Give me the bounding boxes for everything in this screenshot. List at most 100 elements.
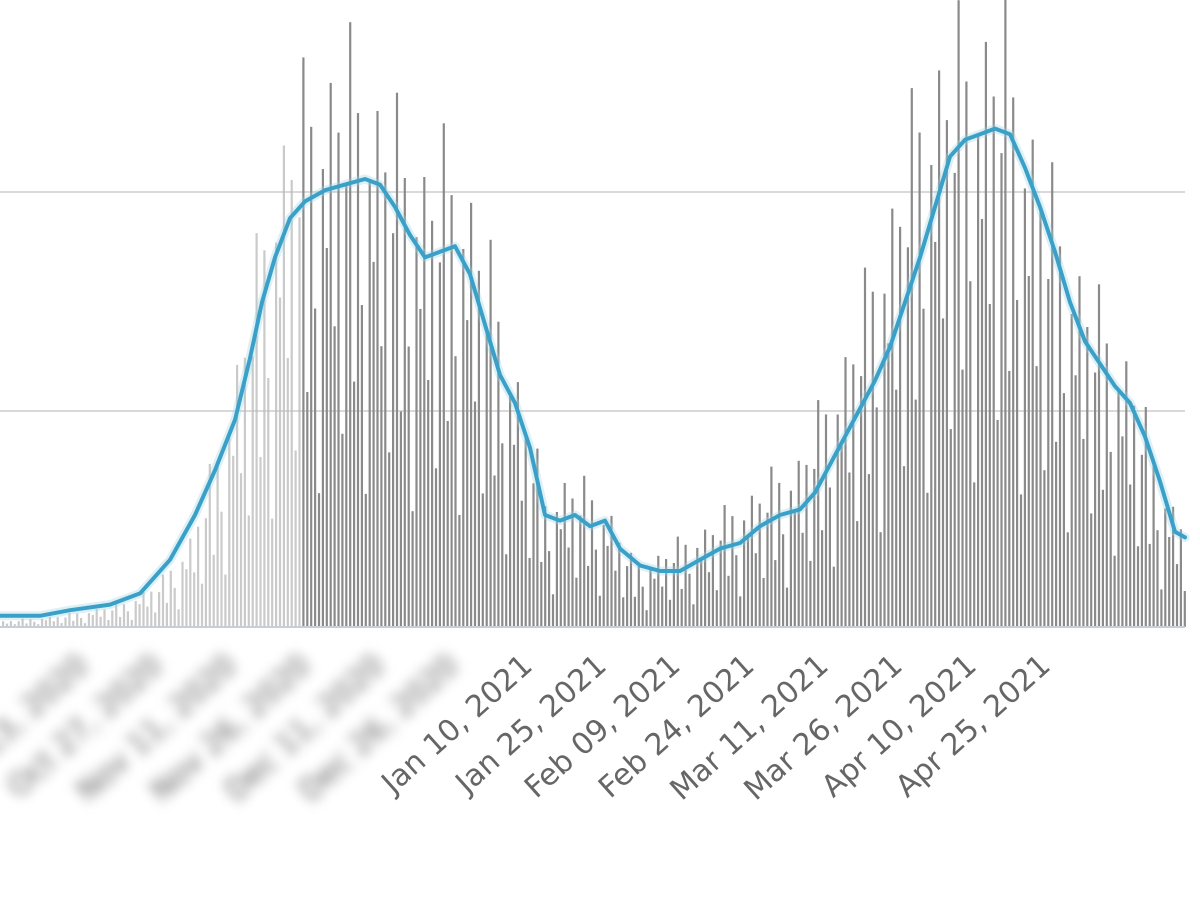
bar-67	[263, 250, 266, 628]
bar-231	[902, 466, 906, 627]
bar-157	[614, 570, 617, 627]
bar-163	[637, 563, 640, 627]
bar-205	[801, 532, 804, 627]
bar-214	[836, 414, 839, 627]
bar-238	[930, 165, 933, 627]
bar-69	[271, 518, 274, 627]
bar-110	[431, 220, 434, 628]
bar-58	[228, 433, 231, 627]
bar-125	[489, 239, 492, 628]
bar-52	[204, 518, 207, 627]
bar-29	[115, 603, 118, 627]
moving-average-line	[0, 126, 1187, 618]
bar-215	[840, 445, 843, 627]
bar-4	[17, 621, 20, 627]
bar-258	[1008, 370, 1011, 627]
bar-139	[544, 506, 547, 627]
daily-bars	[2, 0, 1186, 628]
bar-244	[953, 172, 956, 627]
bar-42	[165, 602, 168, 627]
bar-87	[341, 433, 344, 627]
bar-79	[310, 126, 313, 628]
bar-0	[2, 621, 5, 627]
bar-273	[1066, 532, 1069, 627]
bar-226	[883, 293, 886, 627]
bar-280	[1094, 372, 1097, 627]
bar-269	[1051, 162, 1054, 627]
bar-68	[267, 378, 270, 627]
bar-225	[879, 532, 882, 627]
bar-153	[598, 595, 601, 627]
bar-147	[575, 577, 578, 627]
bar-180	[704, 529, 707, 627]
bar-224	[875, 407, 878, 627]
bar-2	[9, 621, 12, 627]
bar-99	[388, 452, 391, 627]
bar-248	[969, 281, 972, 627]
bar-94	[368, 179, 371, 627]
bar-93	[364, 493, 367, 627]
bar-268	[1047, 279, 1050, 627]
bar-199	[778, 482, 781, 627]
bar-245	[957, 0, 960, 627]
bar-212	[828, 487, 831, 627]
bar-118	[462, 249, 465, 627]
bar-261	[1019, 494, 1023, 627]
bar-191	[746, 537, 750, 627]
bar-293	[1144, 407, 1147, 627]
bar-206	[805, 464, 808, 627]
bar-235	[918, 132, 921, 627]
bar-233	[910, 88, 913, 628]
bar-202	[789, 490, 792, 627]
bar-303	[1183, 591, 1186, 627]
bar-208	[813, 468, 816, 627]
bar-36	[142, 592, 145, 627]
bar-54	[212, 554, 215, 627]
bar-179	[700, 560, 703, 627]
bar-156	[610, 515, 613, 627]
bar-154	[602, 524, 605, 627]
bar-72	[282, 145, 285, 627]
bar-71	[278, 297, 282, 627]
bar-62	[243, 357, 246, 627]
bar-103	[403, 178, 406, 627]
bar-222	[867, 474, 870, 627]
bar-168	[657, 555, 660, 627]
bar-92	[360, 305, 363, 627]
bar-146	[571, 498, 574, 627]
bar-30	[119, 617, 122, 627]
bar-55	[216, 461, 219, 627]
bar-276	[1078, 276, 1081, 627]
bar-88	[345, 183, 348, 627]
bar-104	[407, 346, 410, 627]
bar-38	[150, 591, 153, 627]
bar-240	[938, 70, 941, 627]
bar-44	[173, 587, 176, 627]
bar-250	[977, 133, 980, 627]
bar-90	[353, 381, 356, 627]
bar-247	[965, 81, 968, 627]
bar-279	[1090, 513, 1093, 627]
bar-32	[126, 611, 129, 627]
bar-82	[321, 169, 324, 627]
bar-271	[1058, 246, 1062, 627]
bar-236	[922, 308, 925, 627]
bar-290	[1133, 405, 1136, 627]
bar-172	[672, 563, 675, 627]
bar-169	[661, 586, 664, 627]
bar-178	[696, 547, 699, 627]
bar-203	[793, 512, 796, 627]
bar-117	[458, 515, 461, 627]
bar-115	[450, 195, 453, 627]
bar-162	[633, 596, 636, 627]
bar-108	[423, 177, 426, 627]
bar-51	[200, 583, 204, 627]
bar-47	[185, 569, 188, 627]
bar-76	[298, 217, 301, 628]
bar-53	[208, 463, 211, 627]
bar-11	[44, 620, 48, 627]
bar-284	[1109, 451, 1112, 627]
bar-75	[294, 450, 297, 627]
bar-155	[606, 545, 609, 627]
